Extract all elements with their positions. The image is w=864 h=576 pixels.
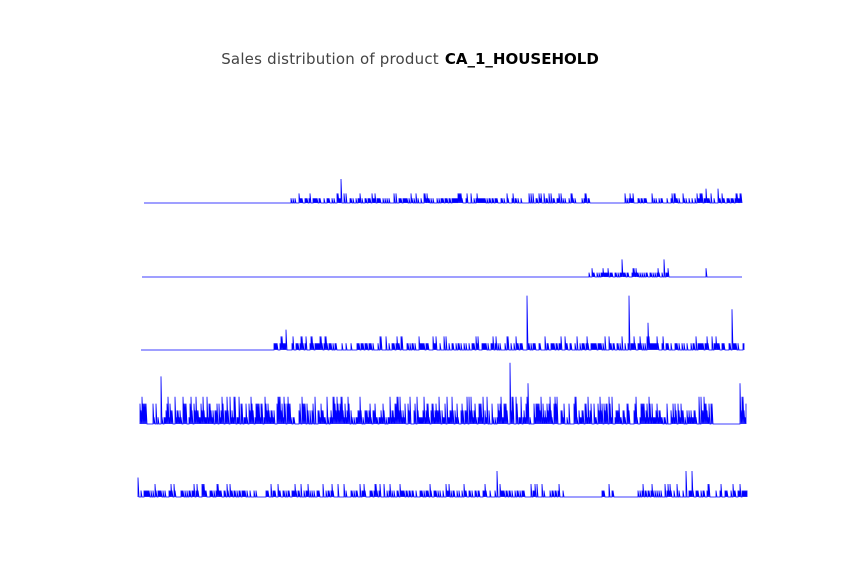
series-line-3	[141, 295, 745, 351]
series-line-5	[137, 470, 748, 498]
series-line-2	[142, 259, 742, 278]
series-line-1	[144, 178, 743, 204]
chart-title-product: CA_1_HOUSEHOLD	[444, 50, 599, 68]
chart-title: Sales distribution of product CA_1_HOUSEH…	[0, 50, 820, 68]
chart-title-prefix: Sales distribution of product	[221, 50, 439, 68]
series-line-4	[139, 362, 747, 425]
